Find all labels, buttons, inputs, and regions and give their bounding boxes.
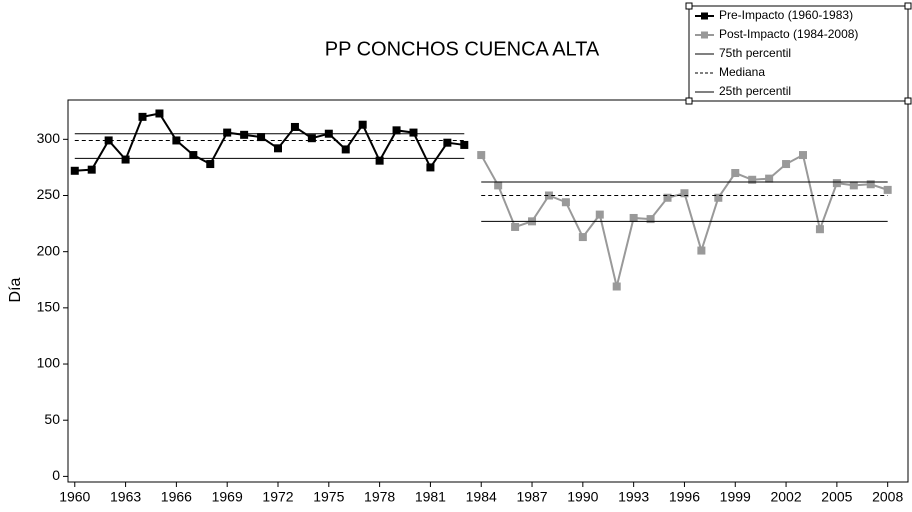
x-tick-label: 1981 [415, 489, 446, 505]
data-point [341, 145, 350, 154]
data-point [815, 225, 824, 234]
data-point [866, 180, 875, 189]
x-tick-label: 1987 [516, 489, 547, 505]
legend-marker [701, 12, 708, 20]
y-tick-label: 250 [37, 186, 61, 202]
data-point [375, 156, 384, 165]
data-point [290, 122, 299, 131]
data-point [646, 215, 655, 224]
data-point [257, 133, 266, 142]
y-tick-label: 300 [37, 130, 61, 146]
x-tick-label: 1966 [161, 489, 192, 505]
data-point [629, 213, 638, 222]
data-point [765, 174, 774, 183]
legend-handle [904, 97, 912, 105]
data-point [714, 193, 723, 202]
data-point [70, 166, 79, 175]
data-point [578, 233, 587, 242]
x-tick-label: 1975 [313, 489, 344, 505]
data-point [104, 136, 113, 145]
x-tick-label: 1990 [567, 489, 598, 505]
data-point [358, 120, 367, 129]
data-point [832, 179, 841, 188]
data-point [87, 165, 96, 174]
data-point [274, 144, 282, 153]
legend-handle [685, 2, 693, 10]
data-point [409, 128, 418, 137]
legend-handle [685, 97, 693, 105]
data-point [561, 198, 570, 207]
plot-frame [67, 99, 909, 483]
data-point [511, 222, 520, 231]
data-point [849, 181, 858, 190]
data-point [138, 112, 147, 121]
data-point [663, 193, 672, 202]
data-point [883, 185, 892, 194]
data-point [223, 128, 232, 137]
x-tick-label: 2005 [821, 489, 852, 505]
data-point [426, 163, 435, 172]
x-tick-label: 1984 [466, 489, 497, 505]
data-point [189, 151, 198, 160]
legend-label: Post-Impacto (1984-2008) [719, 27, 858, 41]
legend-label: 25th percentil [719, 84, 791, 98]
data-point [748, 175, 757, 184]
y-tick-label: 100 [37, 355, 61, 371]
data-point [155, 109, 164, 118]
data-point [799, 151, 807, 160]
data-point [612, 282, 621, 291]
y-axis-label: Día [7, 277, 24, 302]
legend-label: Pre-Impacto (1960-1983) [719, 8, 853, 22]
data-point [595, 210, 604, 219]
series-line [74, 139, 888, 196]
legend-label: 75th percentil [719, 46, 791, 60]
y-tick-label: 150 [37, 299, 61, 315]
x-tick-label: 2002 [770, 489, 801, 505]
data-point [206, 160, 215, 169]
x-tick-label: 2008 [872, 489, 903, 505]
x-tick-label: 1963 [110, 489, 141, 505]
data-point [460, 140, 469, 149]
x-tick-label: 1996 [669, 489, 700, 505]
data-point [443, 138, 452, 147]
legend-label: Mediana [719, 65, 765, 79]
data-point [494, 181, 503, 190]
data-point [240, 130, 249, 139]
data-point [782, 160, 791, 169]
y-tick-label: 50 [44, 411, 60, 427]
data-point [697, 246, 706, 255]
x-tick-label: 1960 [59, 489, 90, 505]
series-line [74, 133, 888, 183]
y-tick-label: 200 [37, 242, 61, 258]
chart-title: PP CONCHOS CUENCA ALTA [325, 38, 600, 60]
data-point [392, 126, 401, 135]
x-tick-label: 1978 [364, 489, 395, 505]
x-tick-label: 1993 [618, 489, 649, 505]
x-tick-label: 1969 [212, 489, 243, 505]
legend-marker [701, 31, 708, 39]
data-point [731, 169, 740, 178]
legend-handle [904, 2, 912, 10]
y-tick-label: 0 [52, 467, 60, 483]
series-line [74, 157, 888, 222]
legend-box [688, 5, 909, 102]
data-point [477, 151, 486, 160]
x-tick-label: 1999 [720, 489, 751, 505]
data-point [544, 191, 553, 200]
data-point [121, 155, 130, 164]
data-point [307, 134, 316, 143]
data-point [680, 189, 689, 198]
x-tick-label: 1972 [262, 489, 293, 505]
